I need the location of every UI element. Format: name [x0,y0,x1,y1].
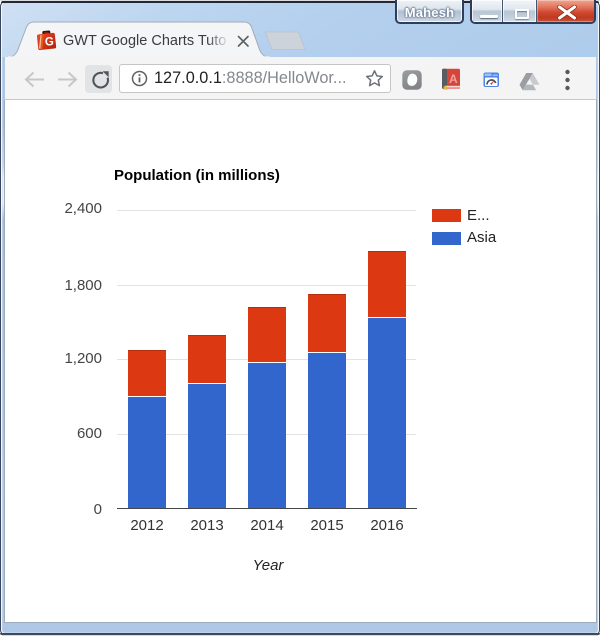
svg-text:G: G [45,37,54,49]
svg-text:A: A [449,72,458,86]
